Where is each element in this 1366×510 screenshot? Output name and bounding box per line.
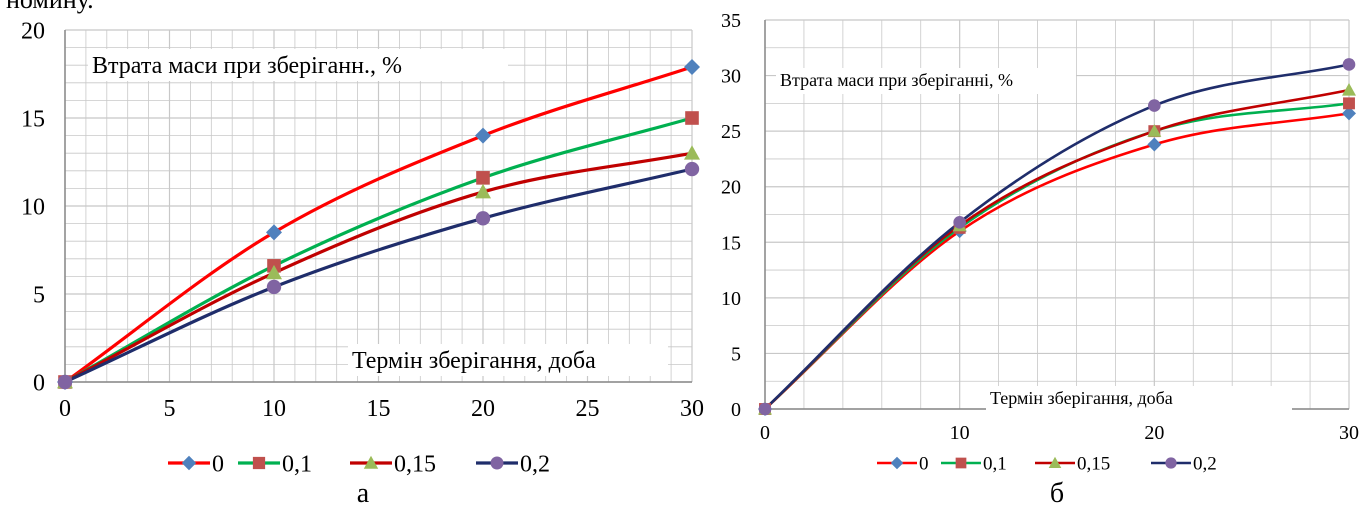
data-point-series-2 [475, 183, 491, 199]
y-tick-label: 10 [21, 194, 45, 220]
annotation-x-background [986, 386, 1292, 412]
data-point-series-0 [1147, 137, 1162, 152]
x-tick-label: 0 [760, 422, 770, 444]
legend-marker-2 [363, 455, 379, 469]
data-point-series-0 [266, 224, 282, 241]
chart-a: 0 5 10 15 20 0 5 10 15 20 25 30 Втрата маси при збер… [21, 18, 704, 509]
data-point-series-2 [266, 264, 282, 280]
data-point-series-0 [1342, 106, 1356, 121]
legend-label-2: 0,15 [1077, 454, 1110, 475]
legend-marker-0 [181, 455, 197, 471]
chart-caption: а [357, 478, 370, 509]
data-point-series-0 [475, 127, 491, 144]
chart-b: 0 5 10 15 20 25 30 35 0 10 20 30 Втрата маси при збе… [721, 10, 1359, 509]
y-tick-label: 15 [21, 106, 45, 132]
series-line-0 [764, 112, 1350, 410]
annotation-y-background [88, 49, 508, 81]
data-point-series-3 [1342, 58, 1356, 71]
x-tick-label: 20 [1144, 422, 1164, 444]
data-point-series-3 [953, 215, 966, 229]
data-point-series-3 [758, 402, 772, 416]
legend-label-0: 0 [212, 451, 224, 477]
annotation-x-background [348, 344, 668, 376]
y-tick-label: 5 [33, 282, 45, 308]
top-text-fragment: номину. [6, 0, 94, 14]
data-point-series-3 [57, 374, 73, 390]
data-point-series-1 [476, 171, 490, 185]
chart-caption: б [1050, 478, 1064, 509]
y-tick-label: 0 [33, 370, 45, 396]
data-point-series-3 [1148, 99, 1161, 112]
data-point-series-0 [684, 58, 700, 75]
legend-marker-3 [1165, 457, 1177, 469]
annotation-x-label: Термін зберігання, доба [352, 348, 596, 374]
y-tick-label: 20 [721, 177, 741, 199]
legend-marker-3 [490, 456, 504, 470]
y-tick-label: 30 [721, 66, 741, 88]
y-tick-label: 0 [731, 399, 741, 421]
x-tick-label: 15 [367, 396, 391, 422]
legend-marker-2 [1048, 456, 1062, 469]
data-point-series-3 [475, 211, 491, 226]
x-tick-label: 25 [576, 396, 600, 422]
y-tick-label: 15 [721, 232, 741, 254]
legend-label-1: 0,1 [983, 454, 1007, 475]
legend-marker-1 [252, 456, 266, 470]
data-point-series-3 [684, 161, 700, 177]
legend-label-3: 0,2 [1193, 454, 1217, 475]
data-point-series-3 [266, 279, 282, 295]
data-point-series-2 [684, 145, 700, 160]
annotation-y-label: Втрата маси при зберіганні, % [780, 70, 1013, 90]
x-tick-label: 30 [680, 396, 704, 422]
series-line-3 [64, 167, 693, 384]
series-line-2 [64, 151, 693, 384]
legend-label-2: 0,15 [394, 451, 436, 477]
legend-marker-0 [890, 456, 904, 470]
y-tick-label: 5 [731, 343, 741, 365]
legend-label-3: 0,2 [520, 451, 550, 477]
x-tick-label: 0 [59, 396, 71, 422]
data-point-series-2 [1342, 83, 1356, 96]
series-line-0 [64, 65, 693, 384]
series-line-3 [764, 63, 1350, 410]
legend-marker-1 [955, 457, 967, 469]
series-line-1 [764, 102, 1350, 410]
x-tick-label: 30 [1339, 422, 1359, 444]
x-tick-label: 10 [262, 396, 286, 422]
legend-label-1: 0,1 [282, 451, 312, 477]
y-tick-label: 25 [721, 121, 741, 143]
data-point-series-2 [1147, 124, 1162, 137]
series-line-2 [764, 88, 1350, 410]
annotation-x-label: Термін зберігання, доба [990, 388, 1173, 408]
annotation-y-label: Втрата маси при зберіганн., % [92, 53, 402, 79]
y-tick-label: 20 [21, 18, 45, 44]
series-line-1 [64, 116, 693, 384]
y-tick-label: 10 [721, 288, 741, 310]
data-point-series-1 [1343, 97, 1355, 110]
y-tick-label: 35 [721, 10, 741, 32]
legend-label-0: 0 [919, 454, 929, 475]
x-tick-label: 20 [471, 396, 495, 422]
x-tick-label: 10 [950, 422, 970, 444]
annotation-y-background [776, 68, 1076, 94]
data-point-series-1 [685, 111, 699, 125]
x-tick-label: 5 [164, 396, 176, 422]
